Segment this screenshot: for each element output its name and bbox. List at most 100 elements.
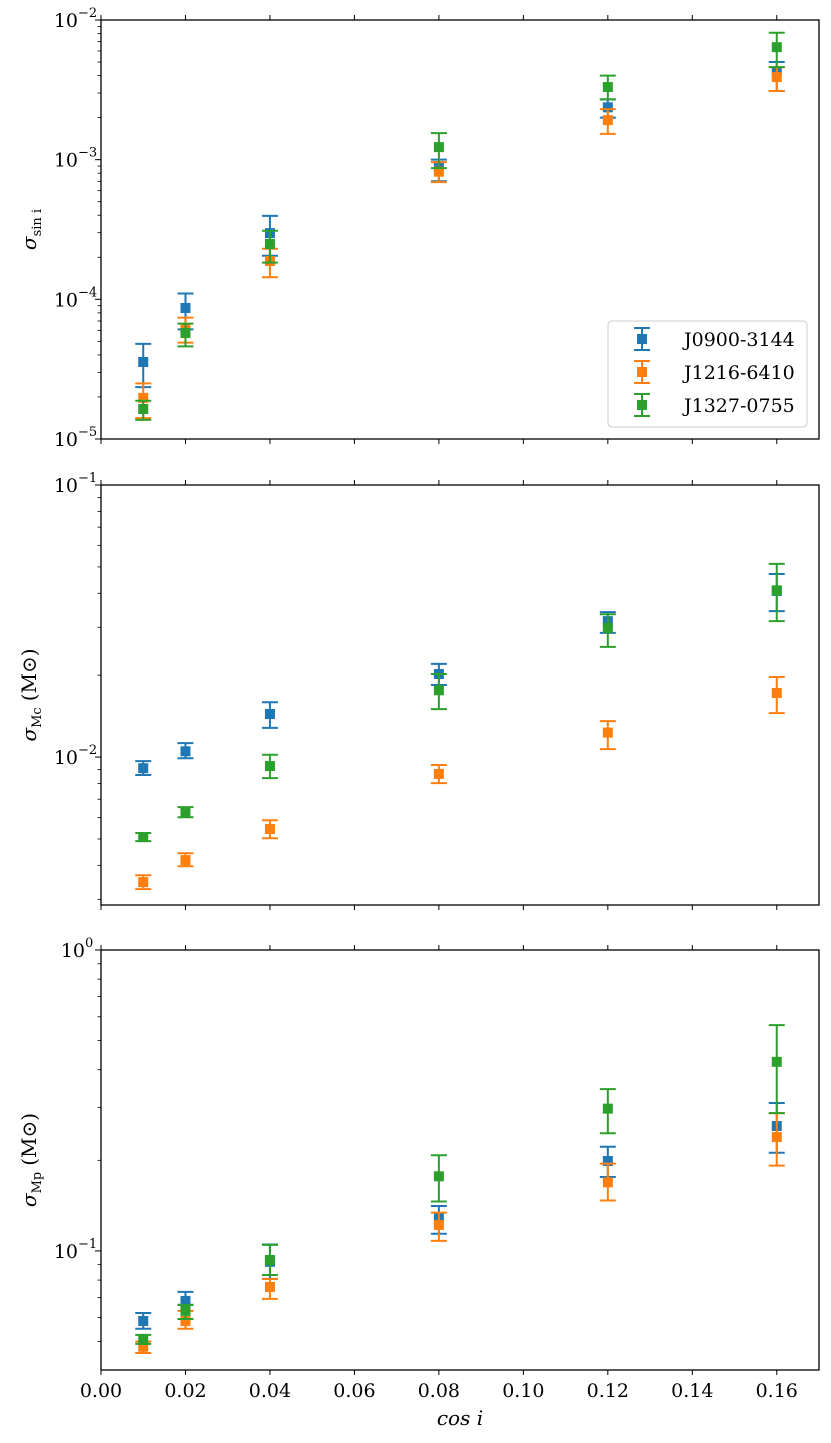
data-point [180, 807, 191, 818]
x-tick-label: 0.02 [164, 1380, 206, 1402]
y-axis-label-unit: (M⊙) [17, 648, 41, 701]
y-tick-label: 10 [54, 10, 78, 32]
x-tick-label: 0.14 [671, 1380, 713, 1402]
data-point [138, 763, 149, 774]
data-point [138, 832, 149, 843]
data-point [433, 1219, 444, 1230]
data-point [180, 1295, 191, 1306]
series-J1327-0755 [135, 562, 785, 843]
y-axis-label-subscript: sin i [30, 209, 45, 237]
panel-bottom: 0.00 0.02 0.04 0.06 0.08 0.10 0.12 0.14 0.16 cos … [17, 936, 820, 1430]
legend-entry: J1216-6410 [634, 360, 795, 384]
data-point [771, 688, 782, 699]
y-axis-label-symbol: σ [17, 235, 41, 250]
y-axis-label-symbol: σ [17, 1192, 41, 1207]
plot-frame [100, 19, 820, 440]
y-tick-exponent: −2 [78, 6, 97, 21]
series-J0900-3144 [135, 1102, 785, 1330]
data-point [180, 1305, 191, 1316]
data-point [433, 1171, 444, 1182]
legend: J0900-3144 J1216-6410 J1327-0755 [607, 320, 808, 428]
x-tick-label: 0.12 [587, 1380, 629, 1402]
data-point [602, 1177, 613, 1188]
y-tick-label: 10 [54, 747, 78, 769]
series-J1216-6410 [135, 1112, 785, 1354]
data-point [264, 708, 275, 719]
data-point [264, 824, 275, 835]
x-tick-label: 0.04 [249, 1380, 291, 1402]
legend-marker-icon [637, 400, 647, 410]
data-point [602, 623, 613, 634]
x-tick-label: 0.06 [333, 1380, 375, 1402]
series-J0900-3144 [135, 572, 785, 777]
legend-label: J1327-0755 [682, 395, 795, 417]
series-J1327-0755 [135, 31, 785, 421]
y-tick-exponent: −1 [78, 1237, 97, 1252]
data-point [138, 392, 149, 403]
data-point [771, 1056, 782, 1067]
data-point [433, 768, 444, 779]
legend-marker-icon [637, 367, 647, 377]
plot-frame [100, 949, 820, 1371]
data-point [180, 746, 191, 757]
x-tick-label: 0.00 [80, 1380, 122, 1402]
data-point [433, 685, 444, 696]
y-tick-label: 10 [54, 429, 78, 451]
y-axis-label-symbol: σ [17, 727, 41, 742]
y-tick-label: 10 [54, 150, 78, 172]
data-point [180, 302, 191, 313]
data-point [771, 585, 782, 596]
data-point [138, 356, 149, 367]
x-axis-label: cos i [437, 1406, 483, 1430]
data-point [602, 82, 613, 93]
y-tick-exponent: −4 [78, 285, 97, 300]
data-point [264, 238, 275, 249]
y-tick-exponent: 0 [85, 936, 93, 951]
legend-marker-icon [637, 334, 647, 344]
data-point [180, 855, 191, 866]
y-tick-label: 10 [54, 289, 78, 311]
y-axis-label-subscript: Mp [30, 1172, 45, 1194]
series-J1216-6410 [135, 675, 785, 891]
legend-entry: J1327-0755 [634, 393, 795, 417]
data-point [264, 1254, 275, 1265]
data-point [433, 166, 444, 177]
y-axis-label: σsin i [17, 209, 45, 250]
data-point [180, 1315, 191, 1326]
y-axis-label-subscript: Mc [30, 707, 45, 728]
data-point [771, 1132, 782, 1143]
x-tick-label: 0.08 [418, 1380, 460, 1402]
data-point [602, 1103, 613, 1114]
data-point [602, 1155, 613, 1166]
data-point [771, 42, 782, 53]
data-point [264, 1281, 275, 1292]
data-point [264, 761, 275, 772]
y-tick-label: 10 [54, 1241, 78, 1263]
y-tick-label: 10 [61, 940, 85, 962]
y-axis-label-unit: (M⊙) [17, 1113, 41, 1166]
data-point [138, 403, 149, 414]
y-axis-label: σMc (M⊙) [17, 648, 45, 741]
data-point [138, 1341, 149, 1352]
y-tick-exponent: −1 [78, 471, 97, 486]
x-tick-label: 0.16 [756, 1380, 798, 1402]
legend-label: J1216-6410 [682, 362, 795, 384]
y-tick-label: 10 [54, 475, 78, 497]
x-tick-label: 0.10 [502, 1380, 544, 1402]
y-tick-exponent: −3 [78, 146, 97, 161]
data-point [138, 1334, 149, 1345]
data-point [138, 877, 149, 888]
series-J1327-0755 [135, 1024, 785, 1345]
data-point [433, 142, 444, 153]
y-axis-label: σMp (M⊙) [17, 1113, 45, 1207]
data-point [180, 328, 191, 339]
plot-frame [100, 484, 820, 906]
legend-label: J0900-3144 [682, 329, 795, 351]
y-tick-exponent: −2 [78, 743, 97, 758]
data-point [602, 727, 613, 738]
y-tick-exponent: −5 [78, 425, 97, 440]
legend-frame [607, 320, 808, 428]
